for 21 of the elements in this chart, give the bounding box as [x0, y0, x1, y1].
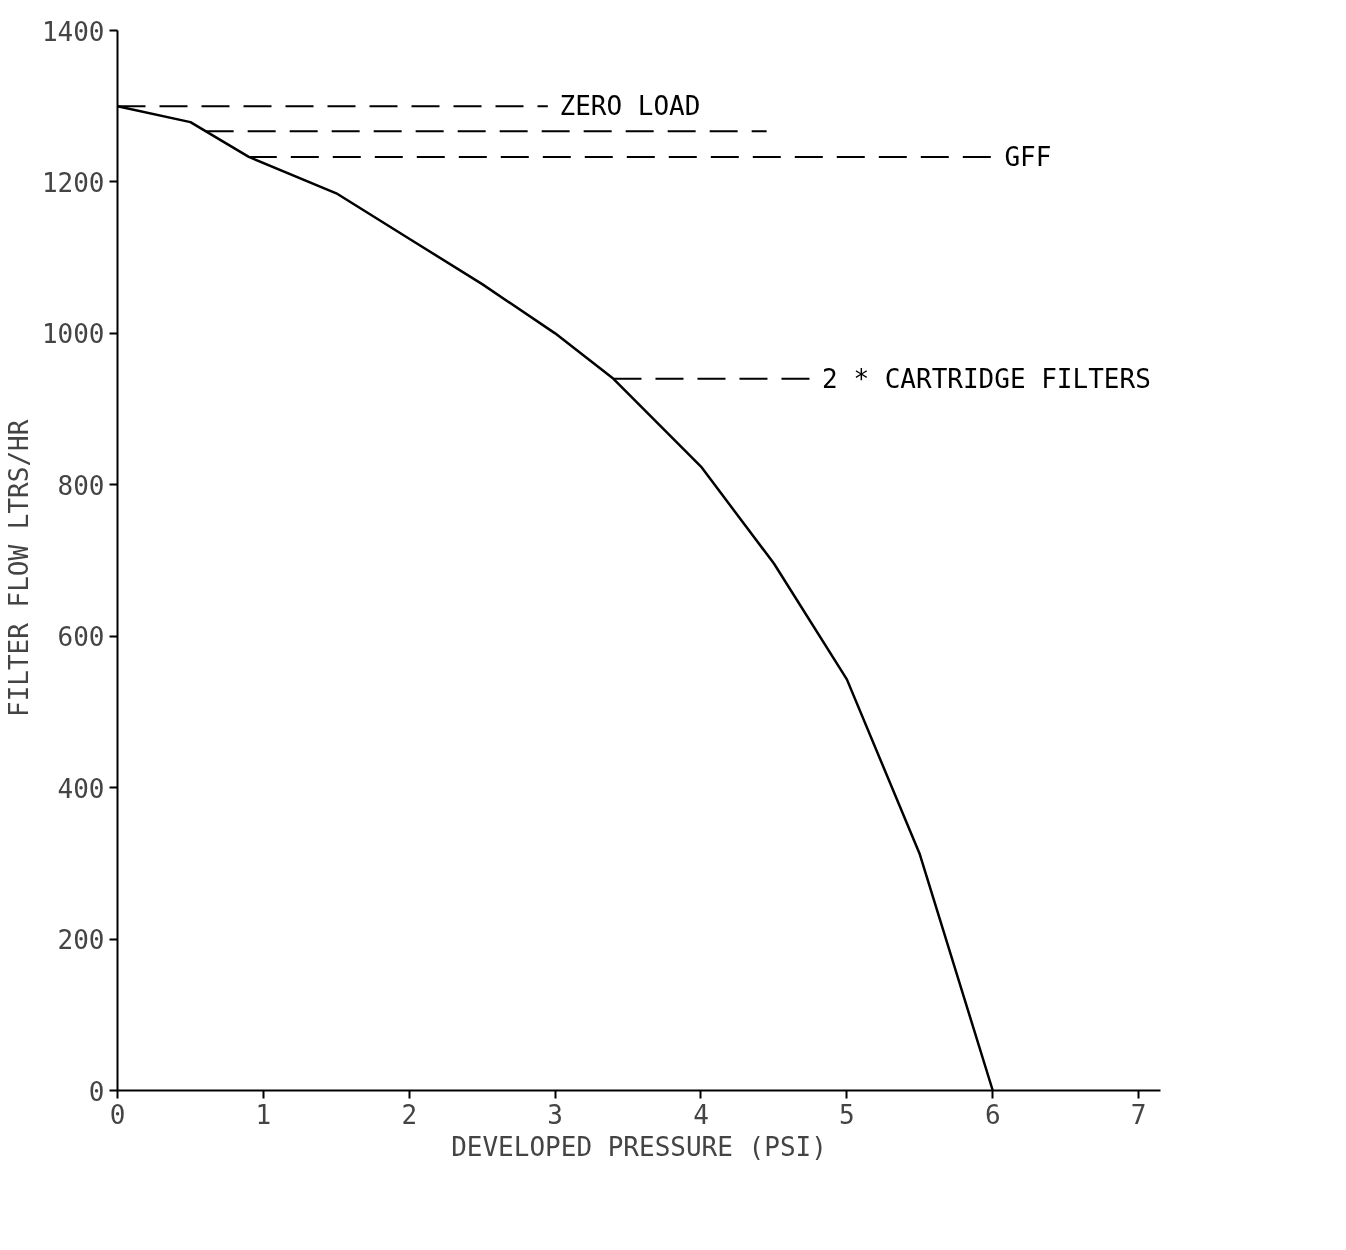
x-tick-label: 2: [401, 1099, 418, 1130]
y-tick-label: 800: [57, 470, 105, 501]
x-tick-label: 4: [693, 1099, 709, 1130]
ref-line-label: GFF: [1004, 141, 1052, 172]
x-tick-label: 1: [255, 1099, 272, 1130]
ref-line-label: ZERO LOAD: [559, 91, 701, 122]
x-tick-label: 5: [839, 1099, 855, 1130]
y-tick-label: 200: [57, 925, 105, 956]
y-tick-label: 600: [57, 622, 105, 653]
x-tick-label: 3: [547, 1099, 563, 1130]
y-tick-label: 1400: [41, 16, 105, 47]
x-tick-label: 7: [1130, 1099, 1147, 1130]
y-tick-label: 0: [88, 1076, 105, 1107]
y-axis-title: FILTER FLOW LTRS/HR: [3, 419, 34, 718]
x-tick-label: 0: [109, 1099, 126, 1130]
x-tick-label: 6: [984, 1099, 1001, 1130]
y-tick-label: 1000: [41, 319, 105, 350]
y-tick-label: 400: [57, 773, 105, 804]
ref-line-label: 2 * CARTRIDGE FILTERS: [822, 363, 1151, 394]
x-axis-title: DEVELOPED PRESSURE (PSI): [451, 1131, 827, 1162]
y-tick-label: 1200: [41, 167, 105, 198]
